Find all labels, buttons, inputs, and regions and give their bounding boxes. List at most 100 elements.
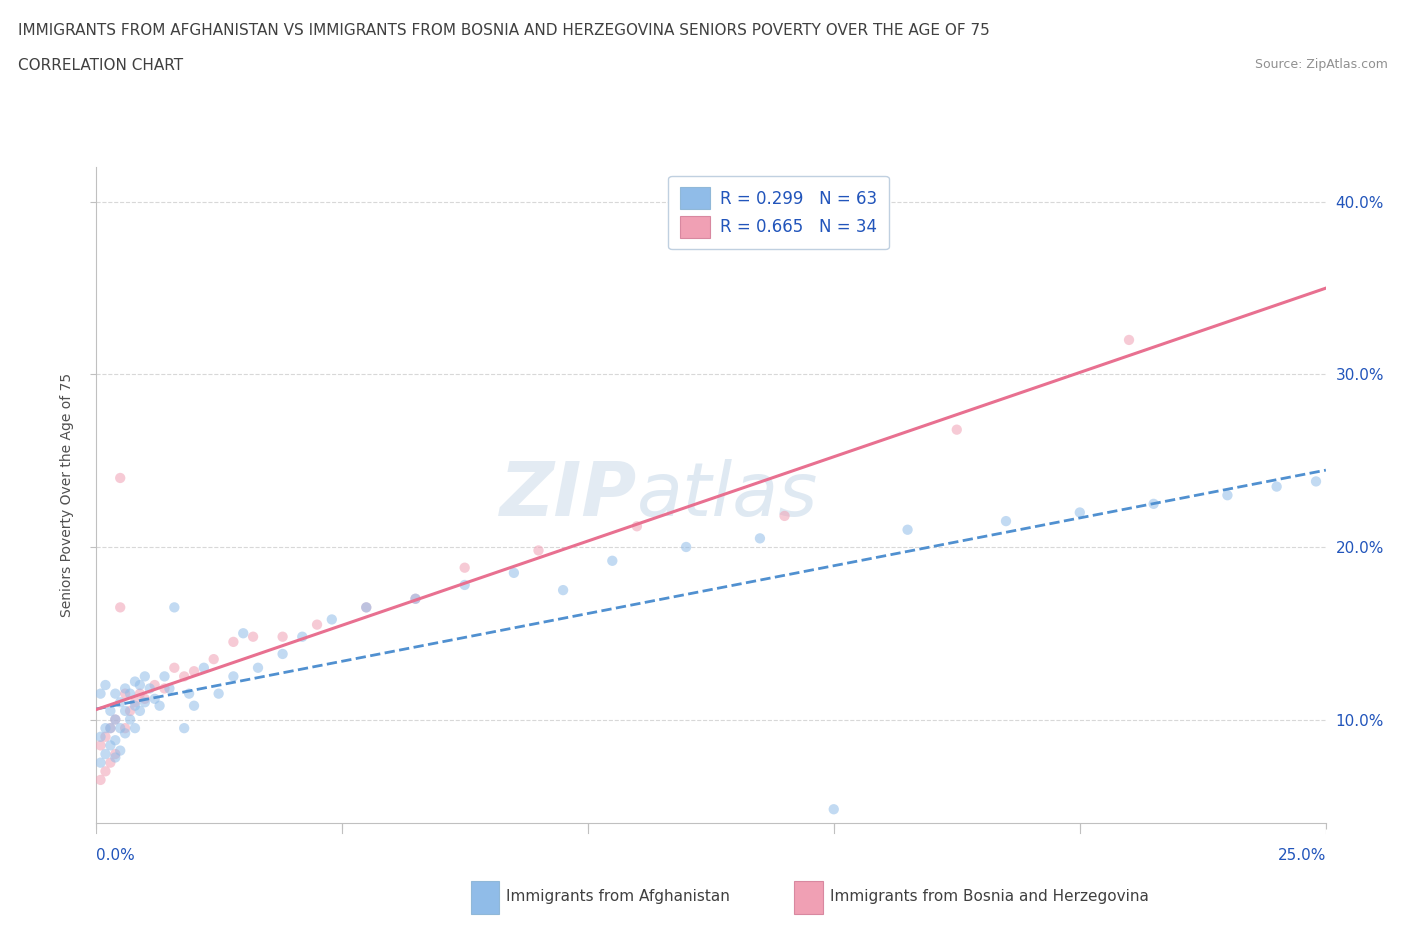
FancyBboxPatch shape (471, 881, 499, 914)
Point (114, 686, 136, 701)
Point (356, 600, 378, 615)
Point (94, 678, 117, 693)
Point (626, 519, 648, 534)
Point (503, 565, 526, 580)
Point (98, 703, 122, 718)
Point (454, 560, 477, 575)
Point (120, 686, 141, 701)
FancyBboxPatch shape (794, 881, 823, 914)
Point (675, 539, 697, 554)
Legend: R = 0.299   N = 63, R = 0.665   N = 34: R = 0.299 N = 63, R = 0.665 N = 34 (668, 176, 889, 249)
Point (356, 600, 378, 615)
Point (208, 686, 231, 701)
Text: atlas: atlas (637, 459, 818, 531)
Point (173, 669, 195, 684)
Point (114, 703, 136, 718)
Point (110, 743, 132, 758)
Point (1216, 488, 1239, 503)
Point (773, 509, 796, 524)
Point (946, 422, 969, 437)
Text: 25.0%: 25.0% (1278, 847, 1326, 863)
Point (153, 669, 176, 684)
Point (94, 747, 117, 762)
Text: Immigrants from Afghanistan: Immigrants from Afghanistan (506, 889, 730, 904)
Point (163, 600, 186, 615)
Point (179, 686, 201, 701)
Point (134, 691, 156, 706)
Point (104, 750, 127, 764)
Point (110, 721, 132, 736)
Point (94, 764, 117, 778)
Point (110, 600, 132, 615)
Text: ZIP: ZIP (499, 458, 637, 532)
Point (90, 738, 112, 753)
Point (271, 646, 294, 661)
Point (110, 695, 132, 710)
Point (98, 721, 122, 736)
Point (90, 686, 112, 701)
Point (1354, 462, 1376, 477)
Point (129, 686, 152, 701)
Point (1118, 333, 1140, 348)
Point (897, 523, 920, 538)
Point (134, 669, 156, 684)
Point (120, 712, 141, 727)
Point (124, 698, 146, 713)
Point (183, 664, 205, 679)
Point (291, 630, 314, 644)
Point (104, 747, 127, 762)
Point (271, 630, 294, 644)
Y-axis label: Seniors Poverty Over the Age of 75: Seniors Poverty Over the Age of 75 (60, 373, 75, 618)
Point (139, 681, 162, 696)
Point (104, 712, 127, 727)
Point (242, 630, 264, 644)
Point (120, 703, 141, 718)
Point (114, 681, 136, 696)
Point (129, 678, 152, 693)
Point (232, 626, 254, 641)
Point (222, 669, 245, 684)
Point (90, 729, 112, 744)
Point (995, 513, 1018, 528)
Point (321, 612, 343, 627)
Point (173, 721, 195, 736)
Point (124, 695, 146, 710)
Point (1143, 497, 1166, 512)
Point (749, 531, 772, 546)
Point (183, 698, 205, 713)
Point (153, 681, 176, 696)
Point (143, 678, 166, 693)
Point (1265, 479, 1288, 494)
Point (1069, 505, 1091, 520)
Point (193, 660, 215, 675)
Point (527, 543, 550, 558)
Point (553, 583, 575, 598)
Point (149, 698, 172, 713)
Point (134, 695, 156, 710)
Point (90, 755, 112, 770)
Text: CORRELATION CHART: CORRELATION CHART (18, 58, 183, 73)
Point (143, 691, 166, 706)
Point (98, 721, 122, 736)
Point (247, 660, 270, 675)
Point (104, 686, 127, 701)
Point (202, 652, 225, 667)
Text: Immigrants from Bosnia and Herzegovina: Immigrants from Bosnia and Herzegovina (830, 889, 1149, 904)
Text: Source: ZipAtlas.com: Source: ZipAtlas.com (1254, 58, 1388, 71)
Point (114, 726, 136, 741)
Text: IMMIGRANTS FROM AFGHANISTAN VS IMMIGRANTS FROM BOSNIA AND HERZEGOVINA SENIORS PO: IMMIGRANTS FROM AFGHANISTAN VS IMMIGRANT… (18, 23, 990, 38)
Point (1324, 471, 1347, 485)
Text: 0.0%: 0.0% (96, 847, 135, 863)
Point (104, 712, 127, 727)
Point (110, 471, 132, 485)
Point (94, 721, 117, 736)
Point (124, 674, 146, 689)
Point (823, 802, 845, 817)
Point (114, 721, 136, 736)
Point (90, 773, 112, 788)
Point (405, 591, 427, 606)
Point (94, 729, 117, 744)
Point (222, 634, 245, 649)
Point (98, 738, 122, 753)
Point (124, 721, 146, 736)
